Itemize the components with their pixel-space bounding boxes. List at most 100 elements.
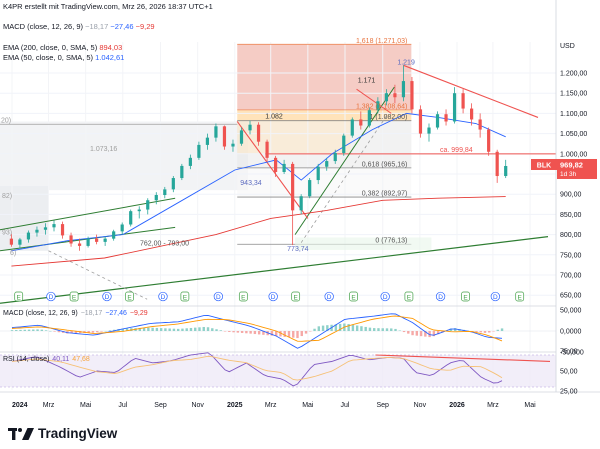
macd-histogram-bar <box>44 330 48 331</box>
candle-body <box>35 229 39 233</box>
candle-body <box>26 232 31 240</box>
macd-histogram-bar <box>355 325 359 331</box>
price-tick-0: 1.200,00 <box>560 71 587 78</box>
projection-left <box>48 250 148 300</box>
macd-histogram-bar <box>334 324 338 331</box>
macd-histogram-bar <box>23 329 26 331</box>
macd-histogram-bar <box>326 325 329 331</box>
macd-histogram-bar <box>321 325 325 331</box>
candle-54 <box>470 103 474 126</box>
dividend-marker <box>380 291 390 302</box>
candle-body <box>393 93 397 98</box>
candle-47 <box>410 77 414 114</box>
tradingview-logo[interactable]: TradingView <box>8 426 117 441</box>
ema50-legend[interactable]: EMA (50, close, 0, SMA, 5) 1.042,61 <box>3 53 124 62</box>
candle-46 <box>401 65 406 102</box>
macd-histogram-bar <box>40 329 44 331</box>
earnings-marker <box>515 291 525 302</box>
earnings-marker-label: E <box>351 295 356 302</box>
macd-tick-0: 50,000 <box>560 308 582 315</box>
candle-4 <box>43 223 48 235</box>
macd-histogram-bar <box>304 331 308 334</box>
candle-body <box>376 101 380 111</box>
candle-38 <box>333 149 337 164</box>
candle-27 <box>239 127 244 146</box>
candle-24 <box>214 123 218 142</box>
candle-body <box>410 81 414 110</box>
macd-histogram-bar <box>189 327 193 331</box>
candle-body <box>77 243 82 246</box>
earnings-marker-label: E <box>294 295 299 302</box>
macd-histogram-bar <box>296 331 299 339</box>
macd-histogram-bar <box>164 328 167 331</box>
candle-51 <box>444 109 448 126</box>
earnings-marker <box>238 291 248 302</box>
macd-histogram-bar <box>432 331 436 337</box>
candle-body <box>478 119 482 130</box>
macd-histogram-bar <box>211 328 214 331</box>
axes: USD 1.200,00 1.150,00 1.100,00 1.050,00 1.000… <box>0 0 600 409</box>
ema200-legend[interactable]: EMA (200, close, 0, SMA, 5) 894,03 <box>3 43 122 52</box>
dividend-marker-label: D <box>493 294 498 301</box>
projection-right <box>300 113 389 243</box>
candle-body <box>282 163 286 172</box>
candle-53 <box>461 89 465 114</box>
candle-body <box>86 238 90 246</box>
candle-11 <box>103 236 107 246</box>
macd-histogram-bar <box>159 328 163 331</box>
candle-body <box>9 238 13 245</box>
macd-histogram-bar <box>313 328 316 331</box>
candle-body <box>60 224 65 236</box>
candle-body <box>401 81 406 98</box>
dividend-marker-label: D <box>161 294 166 301</box>
candle-body <box>316 166 320 181</box>
tradingview-logo-icon <box>8 427 34 440</box>
candle-body <box>342 135 346 153</box>
macd-histogram-bar <box>70 331 73 334</box>
price-tick-2: 1.100,00 <box>560 111 587 118</box>
candle-body <box>418 109 423 134</box>
macd-histogram-bar <box>10 330 14 331</box>
macd-histogram-bar <box>351 324 355 331</box>
price-tick-6: 900,00 <box>560 192 582 199</box>
candle-body <box>256 124 261 142</box>
annotation-left-6: 6) <box>10 250 16 257</box>
macd-tick-1: 0,0000 <box>560 329 582 336</box>
candle-body <box>350 119 354 136</box>
price-tick-10: 700,00 <box>560 273 582 280</box>
price-tag-bg <box>557 158 597 179</box>
time-label-1: Mrz <box>43 402 55 409</box>
macd-histogram-bar <box>147 327 150 331</box>
annotation-level-1082: 1.082 <box>265 114 283 121</box>
macd-histogram-bar <box>479 331 482 333</box>
time-label-4: Sep <box>154 402 167 409</box>
candle-body <box>325 161 329 167</box>
candle-body <box>231 143 235 147</box>
candle-body <box>504 165 508 177</box>
macd-legend[interactable]: MACD (close, 12, 26, 9) −18,17 −27,46 −9… <box>3 22 155 31</box>
candle-45 <box>393 84 397 104</box>
price-tick-11: 650,00 <box>560 293 582 300</box>
earnings-marker <box>349 291 358 302</box>
event-marker-11: D <box>324 291 334 302</box>
event-marker-15: D <box>435 291 446 302</box>
ticker-tag-bg <box>531 158 557 170</box>
candles[interactable] <box>9 65 508 251</box>
candle-57 <box>495 149 499 183</box>
rsi-line <box>11 352 503 387</box>
fib-zone-extension <box>237 120 351 154</box>
candle-35 <box>308 178 312 199</box>
macd-value-2: −27,46 <box>110 22 134 31</box>
macd-histogram-bar <box>283 331 286 337</box>
earnings-marker-label: E <box>241 295 246 302</box>
macd-histogram-bar <box>228 331 231 332</box>
macd-panel-label: MACD (close, 12, 26, 9) −18,17 −27,46 −9,29 <box>3 310 148 317</box>
macd-histogram-bar <box>449 328 453 331</box>
candle-52 <box>452 87 457 124</box>
macd-histogram-bar <box>151 327 154 331</box>
dividend-marker-label: D <box>383 294 388 301</box>
macd-histogram-bar <box>240 331 244 333</box>
macd-histogram-bar <box>91 331 95 333</box>
timeframe-tag: 1d 3h <box>560 171 577 178</box>
